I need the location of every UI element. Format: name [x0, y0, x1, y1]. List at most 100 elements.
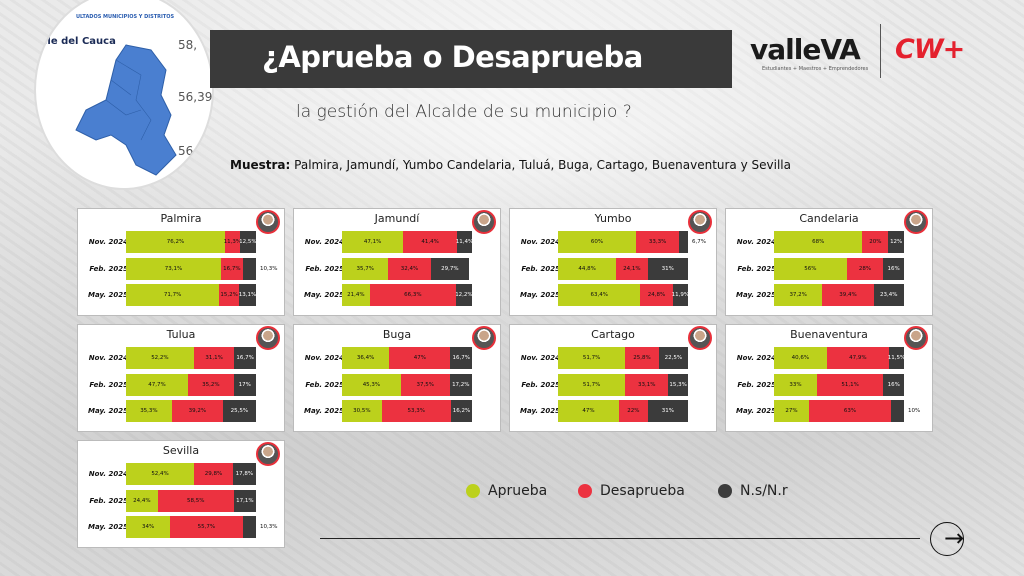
data-label: 12,2% — [455, 292, 473, 298]
bar-segment-aprueba: 51,7% — [558, 374, 626, 396]
data-label: 31% — [661, 408, 674, 414]
chart-panel-candelaria: Candelaria Nov. 2024 68% 20% 12% Feb. 2025 56%… — [725, 208, 933, 316]
bar-segment-nsnr — [242, 516, 256, 538]
data-label: 20% — [869, 239, 882, 245]
logo-divider — [880, 24, 881, 78]
stacked-bar: 47% 22% 31% — [558, 400, 688, 422]
stacked-bar: 71,7% 15,2% 13,1% — [126, 284, 256, 306]
bar-segment-desaprueba: 55,7% — [170, 516, 243, 538]
mayor-avatar — [688, 326, 712, 350]
data-label: 12,5% — [239, 239, 257, 245]
bar-segment-nsnr: 16% — [883, 258, 904, 280]
chart-panel-palmira: Palmira Nov. 2024 76,2% 11,3% 12,5% Feb. 2025… — [77, 208, 285, 316]
data-label: 17,1% — [236, 498, 254, 504]
category-label: Feb. 2025 — [89, 265, 128, 273]
stacked-bar: 37,2% 39,4% 23,4% — [774, 284, 904, 306]
mayor-avatar — [904, 210, 928, 234]
bar-segment-desaprueba: 37,5% — [400, 374, 450, 396]
data-label: 66,3% — [404, 292, 422, 298]
category-label: Feb. 2025 — [737, 381, 776, 389]
bar-segment-nsnr: 17,2% — [449, 374, 472, 396]
mayor-avatar — [256, 442, 280, 466]
data-label: 63,4% — [590, 292, 608, 298]
page-title: ¿Aprueba o Desaprueba — [262, 40, 643, 74]
bar-segment-nsnr: 11,9% — [671, 284, 690, 306]
map-value: 56 — [178, 144, 194, 158]
data-label: 11,3% — [223, 239, 242, 245]
next-button[interactable] — [930, 522, 964, 556]
data-label: 35,2% — [202, 382, 220, 388]
bar-segment-aprueba: 51,7% — [558, 347, 626, 369]
category-label: May. 2025 — [88, 407, 128, 415]
map-title: lle del Cauca — [44, 36, 116, 47]
stacked-bar: 30,5% 53,3% 16,2% — [342, 400, 472, 422]
data-label: 17,2% — [452, 382, 470, 388]
chart-panel-yumbo: Yumbo Nov. 2024 6,7% 60% 33,3% Feb. 2025 44,8%… — [509, 208, 717, 316]
vallevа-tagline: Estudiantes + Maestros + Emprendedores — [762, 66, 869, 72]
stacked-bar: 76,2% 11,3% 12,5% — [126, 231, 257, 253]
chart-panel-sevilla: Sevilla Nov. 2024 52,4% 29,8% 17,8% Feb. 2025… — [77, 440, 285, 548]
bar-segment-desaprueba: 53,3% — [381, 400, 451, 422]
bar-segment-desaprueba: 25,8% — [625, 347, 659, 369]
data-label: 17% — [238, 382, 251, 388]
bar-segment-desaprueba: 47,9% — [826, 347, 890, 369]
bar-segment-aprueba: 37,2% — [774, 284, 823, 306]
legend-item-aprueba: Aprueba — [466, 483, 547, 499]
stacked-bar: 27% 63% — [774, 400, 904, 422]
bar-segment-nsnr: 11,5% — [888, 347, 905, 369]
data-label: 15,2% — [220, 292, 238, 298]
category-label: May. 2025 — [88, 523, 128, 531]
bar-segment-aprueba: 47,1% — [342, 231, 404, 253]
stacked-bar: 21,4% 66,3% 12,2% — [342, 284, 473, 306]
data-label: 30,5% — [353, 408, 371, 414]
data-label: 29,7% — [441, 266, 459, 272]
mayor-avatar — [256, 326, 280, 350]
chart-title: Palmira — [160, 212, 202, 225]
data-label: 11,4% — [455, 239, 474, 245]
bar-segment-desaprueba: 66,3% — [369, 284, 456, 306]
data-label: 16% — [887, 266, 900, 272]
category-label: Nov. 2024 — [88, 238, 128, 246]
bar-segment-aprueba: 40,6% — [774, 347, 827, 369]
data-label: 24,4% — [133, 498, 151, 504]
mayor-avatar — [256, 210, 280, 234]
bar-segment-nsnr: 12% — [888, 231, 904, 253]
category-label: May. 2025 — [736, 407, 776, 415]
bar-segment-aprueba: 73,1% — [126, 258, 222, 280]
data-label: 47,1% — [363, 239, 382, 245]
data-label: 41,4% — [421, 239, 439, 245]
bar-segment-desaprueba: 41,4% — [403, 231, 458, 253]
category-label: Feb. 2025 — [89, 381, 128, 389]
category-label: Nov. 2024 — [520, 354, 560, 362]
bar-segment-nsnr: 25,5% — [222, 400, 256, 422]
chart-panel-cartago: Cartago Nov. 2024 51,7% 25,8% 22,5% Feb. 2025… — [509, 324, 717, 432]
legend-label: Desaprueba — [600, 483, 685, 499]
category-label: Nov. 2024 — [304, 354, 344, 362]
data-label: 11,9% — [671, 292, 690, 298]
bar-segment-desaprueba: 32,4% — [388, 258, 431, 280]
sample-label: Muestra: — [230, 158, 291, 172]
divider-line — [320, 538, 920, 539]
category-label: Feb. 2025 — [305, 265, 344, 273]
legend-item-desaprueba: Desaprueba — [578, 483, 685, 499]
data-label: 33% — [789, 382, 802, 388]
arrow-right-icon[interactable]: → — [944, 524, 965, 552]
stacked-bar: 51,7% 33,1% 15,3% — [558, 374, 689, 396]
data-label: 55,7% — [197, 524, 216, 530]
category-label: May. 2025 — [520, 407, 560, 415]
category-label: May. 2025 — [736, 291, 776, 299]
chart-title: Tulua — [166, 328, 196, 341]
data-label: 22% — [627, 408, 640, 414]
data-label: 47,9% — [849, 355, 867, 361]
data-label: 51,1% — [841, 382, 859, 388]
chart-panel-tulua: Tulua Nov. 2024 52,2% 31,1% 16,7% Feb. 2025 47… — [77, 324, 285, 432]
bar-segment-desaprueba: 20% — [862, 231, 889, 253]
chart-title: Jamundí — [374, 212, 420, 225]
category-label: Feb. 2025 — [521, 265, 560, 273]
bar-segment-aprueba: 52,4% — [126, 463, 195, 485]
data-label: 27% — [785, 408, 798, 414]
chart-title: Candelaria — [799, 212, 859, 225]
vallevа-logo: valleVA — [750, 33, 861, 66]
bar-segment-nsnr: 17% — [233, 374, 256, 396]
legend-label: Aprueba — [488, 483, 548, 499]
